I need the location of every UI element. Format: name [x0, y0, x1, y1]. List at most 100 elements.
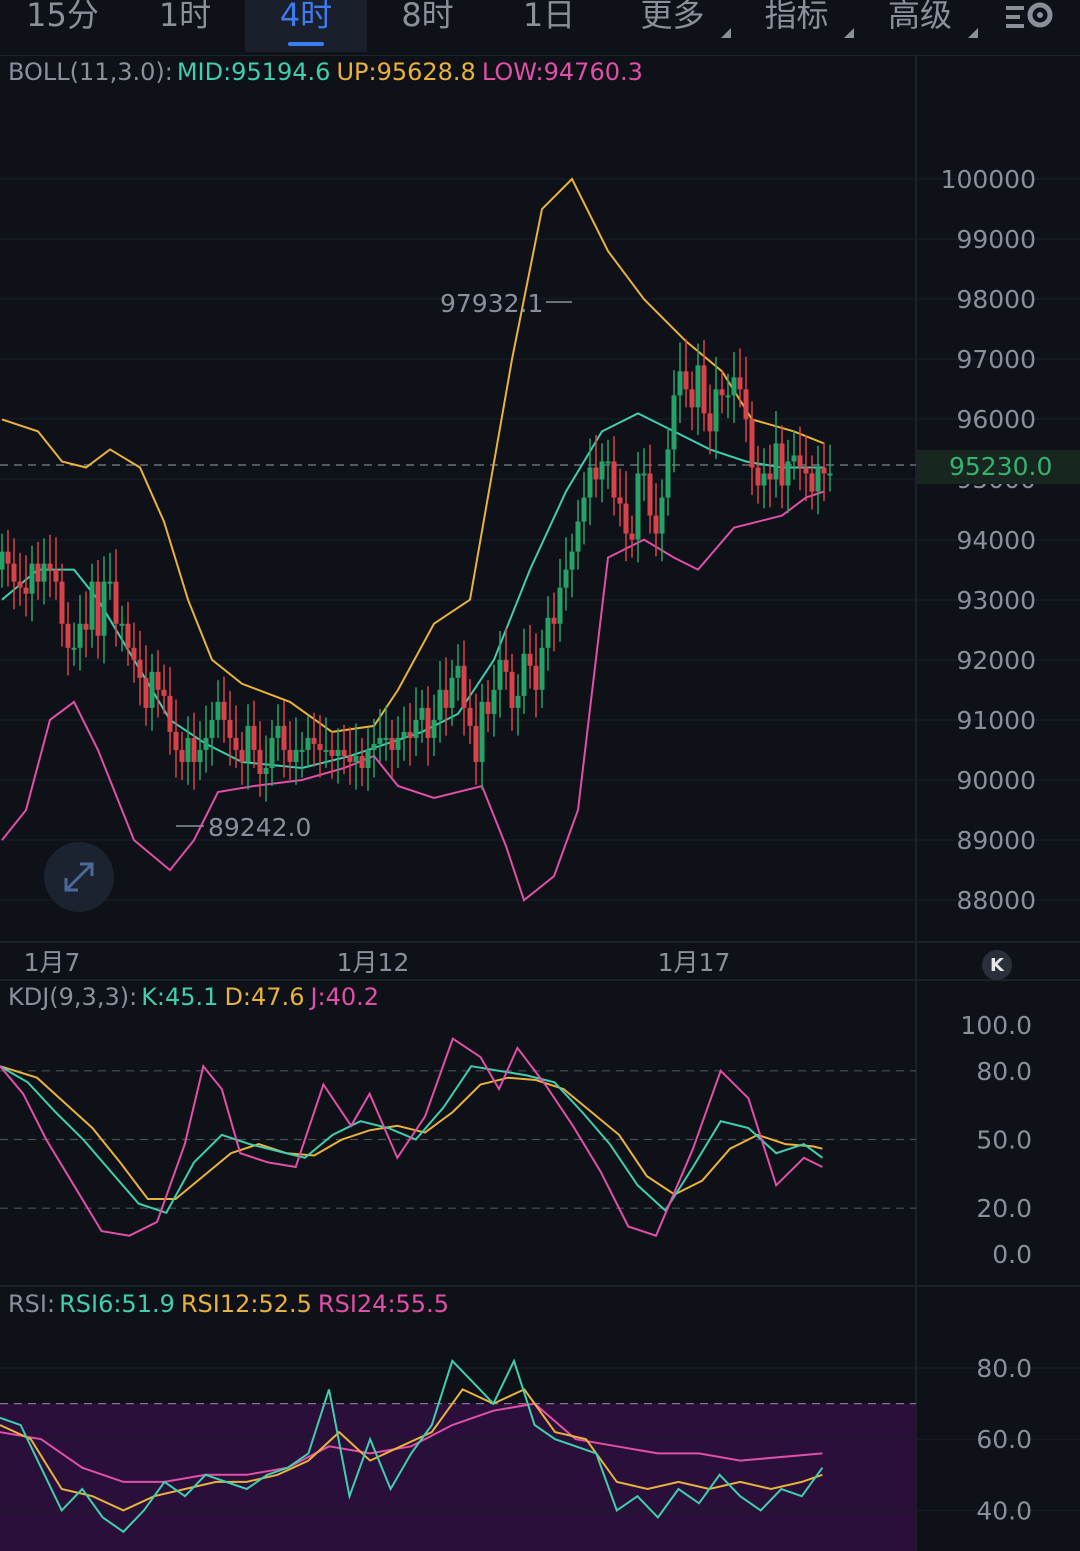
candle-body	[683, 371, 689, 390]
candle-body	[323, 749, 329, 752]
timeframe-tab-bar: 15分 1时 4时 8时 1日 更多 指标 高级	[0, 0, 1080, 56]
candle-body	[587, 467, 593, 498]
price-axis-label: 96000	[956, 405, 1036, 434]
candle-body	[257, 749, 263, 774]
tab-5[interactable]: 1日	[488, 0, 610, 52]
time-axis-label: 1月17	[658, 948, 731, 977]
candle-body	[185, 737, 191, 762]
rsi12-line	[0, 1388, 823, 1512]
tab-label: 1日	[522, 0, 576, 34]
candle-body	[191, 737, 197, 762]
candle-body	[329, 749, 335, 756]
candle-body	[215, 701, 221, 720]
candle-body	[701, 365, 707, 414]
candle-body	[611, 461, 617, 498]
candle-body	[71, 647, 77, 650]
tab-3[interactable]: 4时	[245, 0, 367, 52]
candle-body	[65, 623, 71, 648]
candle-body	[335, 749, 341, 756]
candle-body	[635, 473, 641, 540]
current-price-label: 95230.0	[949, 452, 1053, 481]
candle-body	[263, 767, 269, 774]
candle-body	[341, 749, 347, 756]
price-axis-label: 90000	[956, 766, 1036, 795]
candle-body	[407, 731, 413, 738]
candle-body	[431, 719, 437, 738]
kdj-j-line	[0, 1037, 823, 1237]
candle-body	[35, 563, 41, 582]
kdj-legend: KDJ(9,3,3): K:45.1 D:47.6 J:40.2	[8, 983, 385, 1011]
candle-body	[395, 737, 401, 750]
candle-body	[803, 467, 809, 474]
kdj-k-line	[0, 1065, 823, 1215]
candle-body	[797, 455, 803, 468]
candle-body	[179, 749, 185, 762]
candle-body	[725, 395, 731, 398]
candle-body	[251, 725, 257, 750]
tab-1[interactable]: 15分	[0, 0, 125, 52]
tab-2[interactable]: 1时	[125, 0, 245, 52]
candle-body	[569, 551, 575, 570]
candle-body	[437, 689, 443, 720]
candle-body	[17, 581, 23, 588]
candle-body	[617, 497, 623, 504]
candle-body	[731, 377, 737, 396]
chart-settings-icon[interactable]	[1000, 0, 1060, 38]
candle-body	[107, 581, 113, 584]
candle-body	[821, 467, 827, 474]
candle-body	[365, 749, 371, 768]
kdj-j-value: J:40.2	[310, 983, 380, 1011]
tab-4[interactable]: 8时	[367, 0, 488, 52]
candle-body	[527, 653, 533, 666]
candle-body	[149, 671, 155, 708]
candle-body	[485, 701, 491, 714]
boll-up-value: UP:95628.8	[336, 58, 476, 86]
expand-chart-button[interactable]	[44, 842, 114, 912]
candle-body	[455, 665, 461, 678]
candle-body	[173, 731, 179, 750]
tab-7[interactable]: 指标	[735, 0, 858, 52]
scroll-to-latest-button[interactable]: K	[982, 950, 1012, 980]
boll-legend-name: BOLL(11,3.0):	[8, 58, 173, 86]
rsi-legend: RSI: RSI6:51.9 RSI12:52.5 RSI24:55.5	[8, 1290, 455, 1318]
dropdown-indicator-icon	[844, 28, 854, 38]
candle-body	[47, 563, 53, 570]
price-axis-label: 88000	[956, 886, 1036, 915]
candle-body	[791, 455, 797, 462]
candle-body	[11, 563, 17, 582]
boll-lower-line	[1, 490, 825, 902]
boll-mid-line	[1, 412, 824, 770]
candle-body	[707, 413, 713, 432]
candle-body	[347, 755, 353, 762]
candle-body	[449, 677, 455, 708]
candle-body	[749, 419, 755, 468]
candle-body	[533, 665, 539, 690]
current-price-tag: 95230.0	[917, 450, 1080, 484]
boll-legend: BOLL(11,3.0): MID:95194.6 UP:95628.8 LOW:94…	[8, 58, 649, 86]
candle-body	[131, 647, 137, 660]
candle-body	[101, 581, 107, 636]
rsi6-value: RSI6:51.9	[59, 1290, 175, 1318]
candle-body	[221, 701, 227, 720]
candle-body	[491, 689, 497, 714]
tab-6[interactable]: 更多	[610, 0, 735, 52]
candle-body	[473, 725, 479, 762]
candle-body	[539, 647, 545, 690]
candle-body	[275, 725, 281, 738]
price-axis-label: 91000	[956, 706, 1036, 735]
expand-icon	[64, 862, 94, 892]
tab-label: 8时	[401, 0, 454, 34]
candle-body	[113, 581, 119, 624]
candle-body	[59, 581, 65, 624]
candle-body	[125, 623, 131, 648]
dropdown-indicator-icon	[721, 28, 731, 38]
candle-body	[383, 737, 389, 740]
candle-body	[197, 749, 203, 762]
price-axis-label: 93000	[956, 586, 1036, 615]
candle-body	[359, 755, 365, 768]
boll-low-value: LOW:94760.3	[481, 58, 643, 86]
tab-8[interactable]: 高级	[858, 0, 982, 52]
candle-body	[299, 749, 305, 752]
tab-label: 指标	[764, 0, 829, 34]
